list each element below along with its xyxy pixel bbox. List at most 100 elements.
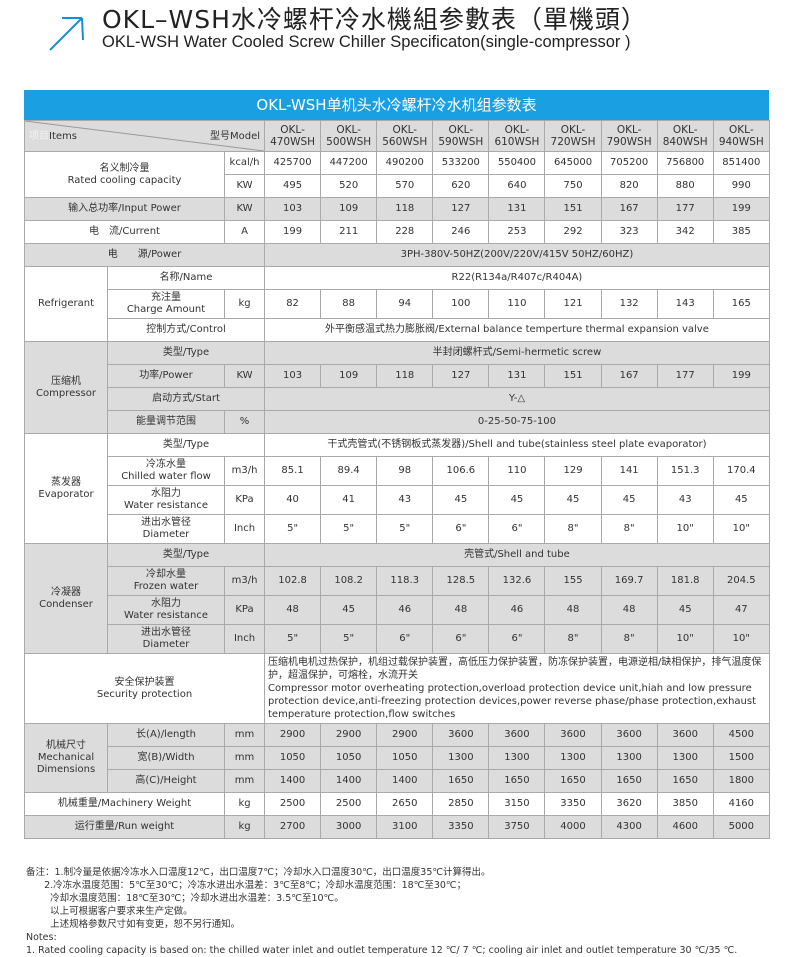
table-row: 电 流/Current A 199 211 228 246 253 292 323 342 385 [24,220,770,244]
value-cell: 8" [544,624,602,654]
value-cell: 45 [712,485,770,515]
value-cell: 109 [320,364,378,388]
value-cell: 3620 [600,792,658,816]
row-label: 水阻力 Water resistance [107,595,225,625]
row-label: 类型/Type [106,433,266,457]
value-cell: 199 [712,364,770,388]
table-title: OKL-WSH单机头水冷螺杆冷水机组参数表 [24,90,769,120]
row-label: 冷冻水量 Chilled water flow [107,456,225,486]
row-label: 运行重量/Run weight [24,815,225,839]
value-cell: 110 [488,289,546,319]
value-cell: 3750 [488,815,546,839]
value-cell: 1300 [488,746,546,770]
row-label: 类型/Type [106,341,266,365]
value-cell: 128.5 [432,566,490,596]
model-name: OKL- 470WSH [264,120,322,152]
value-cell: 165 [712,289,770,319]
value-cell: 1300 [656,746,714,770]
value-cell: 118.3 [376,566,434,596]
value-cell: 8" [600,624,658,654]
value-span-cell: 压缩机电机过热保护，机组过载保护装置，高低压力保护装置，防冻保护装置，电源逆相/… [264,653,770,724]
value-cell: 48 [544,595,602,625]
value-cell: 131 [488,364,546,388]
value-cell: 640 [488,174,546,198]
spec-table: 项目Items 型号Model OKL- 470WSH OKL- 500WSH OKL-… [23,120,770,839]
value-cell: 990 [712,174,770,198]
table-row: 机械重量/Machinery Weight kg 2500 2500 2650 2850 3… [24,792,770,816]
value-span-cell: 半封闭螺杆式/Semi-hermetic screw [264,341,770,365]
unit: KPa [223,485,266,515]
row-label: 电 源/Power [23,243,266,267]
value-cell: 5000 [712,815,770,839]
group-label: 冷凝器 Condenser [24,543,108,654]
model-name: OKL- 560WSH [376,120,434,152]
value-cell: 6" [488,624,546,654]
value-cell: 1650 [656,769,714,793]
model-label: 型号Model [209,131,261,142]
value-cell: 48 [600,595,658,625]
value-cell: 705200 [600,151,658,175]
row-label: 进出水管径 Diameter [107,514,225,544]
table-row: 进出水管径 Diameter Inch 5" 5" 5" 6" 6" 8" 8" 10" 10" [25,514,770,544]
unit: mm [223,746,266,770]
unit: mm [223,723,266,747]
unit: % [223,410,266,434]
value-span-cell: R22(R134a/R407c/R404A) [264,266,770,290]
value-cell: 645000 [544,151,602,175]
value-cell: 106.6 [432,456,490,486]
value-cell: 246 [432,220,490,244]
value-cell: 177 [656,197,714,221]
row-label: 能量调节范围 [107,410,225,434]
value-cell: 3100 [376,815,434,839]
value-cell: 4600 [656,815,714,839]
value-cell: 88 [320,289,378,319]
value-cell: 181.8 [656,566,714,596]
model-header-row: 项目Items 型号Model OKL- 470WSH OKL- 500WSH OKL-… [23,120,770,152]
value-cell: 151 [544,364,602,388]
value-cell: 323 [600,220,658,244]
unit: KW [223,364,266,388]
value-cell: 385 [712,220,770,244]
value-cell: 3850 [656,792,714,816]
value-cell: 151 [544,197,602,221]
unit: kg [223,792,266,816]
unit: kcal/h [223,151,266,175]
value-cell: 131 [488,197,546,221]
unit: Inch [223,624,266,654]
value-cell: 1500 [712,746,770,770]
value-cell: 4500 [712,723,770,747]
value-cell: 151.3 [656,456,714,486]
value-cell: 43 [376,485,434,515]
value-cell: 89.4 [320,456,378,486]
table-row: KW 495 520 570 620 640 750 820 880 990 [25,174,770,198]
value-cell: 1400 [264,769,322,793]
value-cell: 6" [376,624,434,654]
value-cell: 2500 [264,792,322,816]
value-cell: 1050 [376,746,434,770]
value-cell: 851400 [712,151,770,175]
row-label: 宽(B)/Width [107,746,225,770]
value-cell: 6" [432,514,490,544]
value-span-cell: 3PH-380V-50HZ(200V/220V/415V 50HZ/60HZ) [264,243,770,267]
table-row: 启动方式/Start Y-△ [25,387,770,411]
table-row: 输入总功率/Input Power KW 103 109 118 127 131 151 167… [24,197,770,221]
value-cell: 127 [432,197,490,221]
row-label: 长(A)/length [107,723,225,747]
table-row: Refrigerant 名称/Name R22(R134a/R407c/R404A) [24,266,770,342]
page-title-cn: OKL–WSH水冷螺杆冷水機組参數表（單機頭） [102,5,647,34]
value-cell: 10" [712,624,770,654]
value-cell: 1800 [712,769,770,793]
value-cell: 3150 [488,792,546,816]
notes: 备注：1.制冷量是依据冷冻水入口温度12℃，出口温度7℃；冷却水入口温度30℃，… [26,866,737,957]
table-row: 安全保护装置 Security protection 压缩机电机过热保护，机组过载… [23,653,770,724]
spec-table-container: OKL-WSH单机头水冷螺杆冷水机组参数表 项目Items 型号Model OKL-… [23,90,770,839]
value-cell: 132.6 [488,566,546,596]
row-label: 冷却水量 Frozen water [107,566,225,596]
value-cell: 141 [600,456,658,486]
value-cell: 103 [264,197,322,221]
value-cell: 1650 [488,769,546,793]
value-span-cell: Y-△ [264,387,770,411]
value-cell: 3600 [488,723,546,747]
value-cell: 10" [656,624,714,654]
row-label: 控制方式/Control [106,318,266,342]
